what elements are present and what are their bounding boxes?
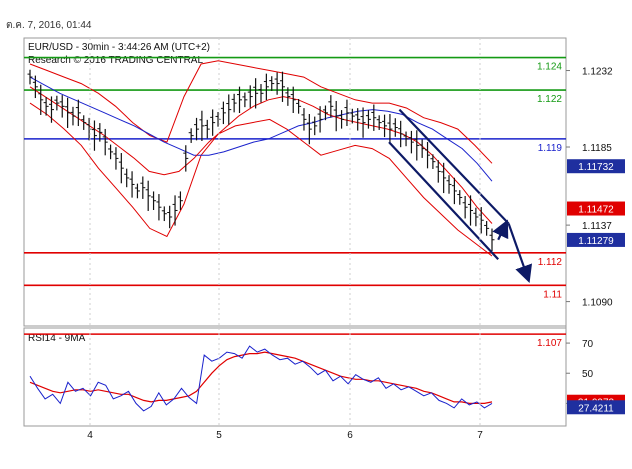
price-badge-1: 1.11472	[578, 205, 614, 216]
price-tick-label-2: 1.1137	[582, 221, 612, 232]
forecast-arrow-0	[492, 219, 509, 241]
rsi-tick-label-1: 50	[582, 369, 594, 380]
x-tick-4: 4	[87, 430, 93, 441]
moving-average-1	[29, 86, 493, 224]
moving-average-0	[29, 76, 493, 182]
rsi-title: RSI14 - 9MA	[28, 333, 86, 344]
chart-subtitle: Research © 2016 TRADING CENTRAL	[28, 55, 203, 66]
rsi-badge-1: 27.4211	[578, 403, 614, 414]
price-badge-2: 1.11279	[578, 236, 614, 247]
price-badge-0: 1.11732	[578, 162, 614, 173]
level-label-5: 1.107	[537, 338, 562, 349]
x-tick-5: 5	[216, 430, 222, 441]
channel-upper	[398, 108, 510, 225]
rsi-panel	[23, 327, 567, 427]
app-header: ต.ค. 7, 2016, 01:44	[0, 0, 632, 34]
level-label-0: 1.124	[537, 62, 562, 73]
forecast-arrow-1	[507, 223, 533, 283]
price-panel	[23, 37, 567, 327]
price-badge-0-bg	[567, 159, 625, 174]
rsi-moving-average	[29, 351, 493, 404]
x-tick-6: 6	[347, 430, 353, 441]
chart-title: EUR/USD - 30min - 3:44:26 AM (UTC+2)	[28, 42, 210, 53]
level-label-1: 1.122	[537, 94, 562, 105]
price-tick-label-1: 1.1185	[582, 143, 612, 154]
rsi-tick-label-0: 70	[582, 339, 594, 350]
rsi-line	[29, 345, 493, 412]
rsi-badge-1-bg	[567, 400, 625, 415]
level-label-4: 1.11	[543, 289, 562, 300]
x-tick-7: 7	[477, 430, 483, 441]
price-badge-1-bg	[567, 201, 625, 216]
bollinger-lower	[29, 102, 493, 257]
timestamp-label: ต.ค. 7, 2016, 01:44	[6, 20, 92, 31]
level-label-2: 1.119	[538, 143, 563, 154]
level-label-3: 1.112	[538, 257, 563, 268]
price-tick-label-3: 1.1090	[582, 298, 613, 309]
price-badge-2-bg	[567, 232, 625, 247]
price-tick-label-0: 1.1232	[582, 67, 613, 78]
bollinger-upper	[29, 60, 493, 164]
